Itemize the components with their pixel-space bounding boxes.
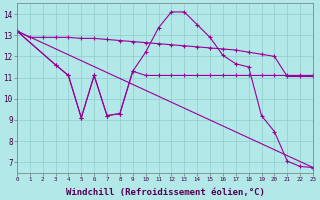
X-axis label: Windchill (Refroidissement éolien,°C): Windchill (Refroidissement éolien,°C) bbox=[66, 188, 264, 197]
